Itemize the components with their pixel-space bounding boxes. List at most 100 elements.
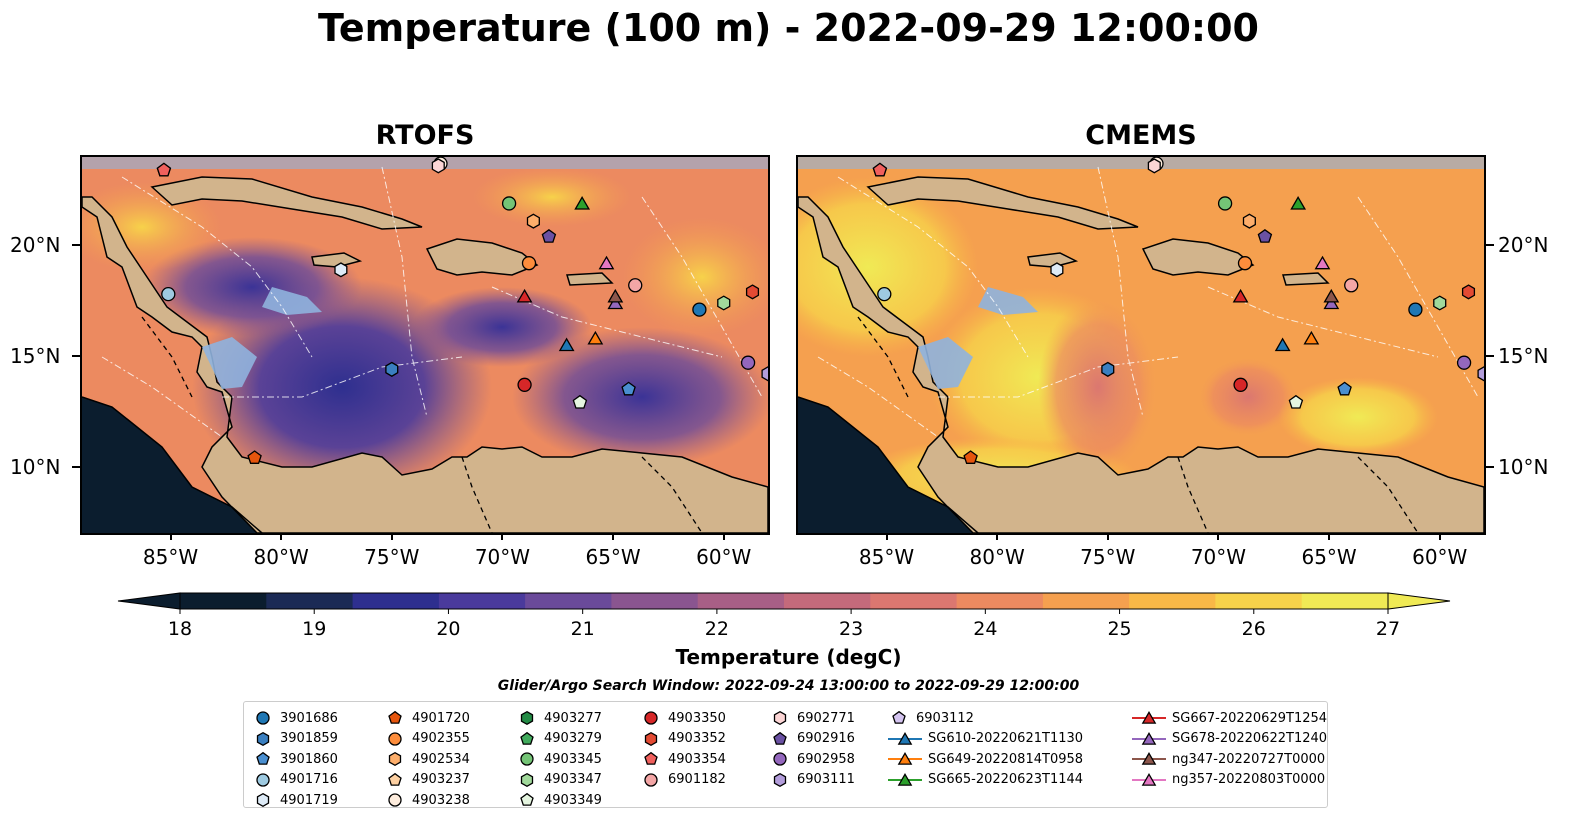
map-panel-cmems[interactable]	[796, 155, 1486, 535]
station-marker-4902534[interactable]	[1242, 213, 1256, 229]
station-marker-6902916[interactable]	[541, 228, 557, 243]
station-marker-SG678-20220622T1240[interactable]	[1323, 295, 1340, 310]
station-marker-4901716[interactable]	[877, 286, 892, 302]
legend-marker-icon	[1132, 711, 1166, 725]
station-marker-SG665-20220623T1144[interactable]	[1290, 195, 1307, 210]
legend-label: SG610-20220621T1130	[928, 731, 1084, 747]
colorbar-bin	[352, 593, 440, 609]
legend-label: 4903279	[544, 731, 602, 747]
lat-tick-mark	[72, 465, 80, 468]
colorbar-tick-label: 22	[705, 618, 729, 640]
station-marker-6903111[interactable]	[761, 366, 768, 382]
station-marker-6902958[interactable]	[1456, 355, 1472, 370]
station-marker-3901859[interactable]	[1101, 361, 1115, 377]
lon-tick-label: 75°W	[1080, 545, 1136, 569]
station-marker-6903111[interactable]	[1477, 366, 1484, 382]
lon-tick-label: 65°W	[585, 545, 641, 569]
station-marker-6902771[interactable]	[431, 158, 445, 174]
eez-boundaries	[817, 166, 1479, 438]
station-marker-6901182[interactable]	[628, 278, 643, 293]
station-marker-4902355[interactable]	[1237, 256, 1253, 271]
legend-column: 3901686 3901859 3901860 4901716 4901719	[252, 708, 338, 811]
legend-marker-icon	[644, 773, 658, 787]
map-panel-rtofs[interactable]	[80, 155, 770, 535]
legend-item: 3901860	[252, 749, 338, 770]
station-marker-ng357-20220803T0000[interactable]	[1314, 255, 1331, 270]
jamaica-island	[1027, 252, 1079, 268]
station-marker-4901719[interactable]	[1050, 262, 1064, 278]
map-rtofs-svg	[82, 157, 768, 533]
station-marker-4901716[interactable]	[161, 286, 176, 302]
station-marker-4901720[interactable]	[963, 450, 978, 464]
station-marker-4903349[interactable]	[572, 394, 588, 409]
station-marker-6902958[interactable]	[740, 355, 756, 370]
station-marker-3901686[interactable]	[692, 302, 707, 317]
station-marker-4903347[interactable]	[1433, 295, 1447, 311]
station-marker-6901182[interactable]	[1344, 278, 1359, 293]
station-marker-4901720[interactable]	[247, 450, 262, 464]
colorbar-bin	[525, 593, 612, 609]
station-marker-4903350[interactable]	[1233, 377, 1248, 392]
station-marker-4903352[interactable]	[745, 284, 760, 300]
station-marker-4903350[interactable]	[517, 377, 532, 392]
station-marker-6902916[interactable]	[1257, 228, 1273, 243]
station-marker-3901686[interactable]	[1408, 302, 1423, 317]
colorbar-tick-label: 26	[1242, 618, 1266, 640]
station-marker-3901860[interactable]	[621, 381, 636, 396]
station-marker-4903345[interactable]	[1217, 196, 1233, 211]
legend-item: 4903354	[640, 749, 726, 770]
station-markers-cmems[interactable]	[872, 157, 1484, 464]
cuba-island	[866, 176, 1139, 230]
station-marker-4902534[interactable]	[526, 213, 540, 229]
station-marker-SG649-20220814T0958[interactable]	[1303, 330, 1320, 345]
station-marker-ng347-20220727T0000[interactable]	[607, 288, 624, 303]
lon-tick-label: 80°W	[969, 545, 1025, 569]
cuba-island	[150, 176, 423, 230]
legend-label: SG678-20220622T1240	[1172, 731, 1328, 747]
station-marker-3901859[interactable]	[385, 361, 399, 377]
station-marker-4903354[interactable]	[156, 162, 172, 177]
station-marker-ng357-20220803T0000[interactable]	[598, 255, 615, 270]
legend-marker-icon	[888, 752, 922, 766]
legend-marker-icon	[256, 793, 270, 808]
legend-label: 6902916	[797, 731, 855, 747]
station-marker-SG667-20220629T1254[interactable]	[516, 288, 533, 303]
colorbar-bin	[697, 593, 785, 609]
colorbar-tick-label: 18	[168, 618, 192, 640]
station-marker-4903349[interactable]	[1288, 394, 1304, 409]
colorbar-tick-label: 27	[1376, 618, 1400, 640]
station-marker-SG667-20220629T1254[interactable]	[1232, 288, 1249, 303]
legend-marker-icon	[644, 711, 658, 725]
legend-column: 4903277 4903279 4903345 4903347 4903349	[516, 708, 602, 811]
legend-marker-icon	[388, 793, 402, 807]
legend-marker-icon	[388, 772, 402, 786]
warm-patch-east	[1278, 377, 1438, 457]
legend-label: 4903349	[544, 792, 602, 808]
colorbar-tick-label: 23	[839, 618, 863, 640]
station-marker-SG610-20220621T1130[interactable]	[1274, 337, 1291, 352]
station-marker-4903354[interactable]	[872, 162, 888, 177]
station-marker-3901860[interactable]	[1337, 381, 1352, 396]
station-marker-4903345[interactable]	[501, 196, 517, 211]
station-marker-6902771[interactable]	[1147, 158, 1161, 174]
station-marker-ng347-20220727T0000[interactable]	[1323, 288, 1340, 303]
legend-marker-icon	[644, 752, 658, 766]
station-marker-SG610-20220621T1130[interactable]	[558, 337, 575, 352]
lon-tick-mark	[169, 533, 172, 540]
station-marker-4903352[interactable]	[1461, 284, 1476, 300]
legend-item: ng357-20220803T0000	[1132, 770, 1327, 791]
station-marker-SG665-20220623T1144[interactable]	[574, 195, 591, 210]
legend-item: 4902355	[384, 729, 470, 750]
legend-label: 4902534	[412, 751, 470, 767]
station-marker-SG678-20220622T1240[interactable]	[607, 295, 624, 310]
search-window-text: Glider/Argo Search Window: 2022-09-24 13…	[497, 678, 1080, 694]
station-marker-4902355[interactable]	[521, 256, 537, 271]
station-marker-4901719[interactable]	[334, 262, 348, 278]
legend-label: 6903111	[797, 772, 855, 788]
station-markers-rtofs[interactable]	[156, 157, 768, 464]
pacific-coast	[798, 396, 979, 533]
station-marker-4903347[interactable]	[717, 295, 731, 311]
legend-marker-icon	[256, 773, 270, 787]
station-marker-SG649-20220814T0958[interactable]	[587, 330, 604, 345]
lat-tick-mark	[72, 355, 80, 358]
